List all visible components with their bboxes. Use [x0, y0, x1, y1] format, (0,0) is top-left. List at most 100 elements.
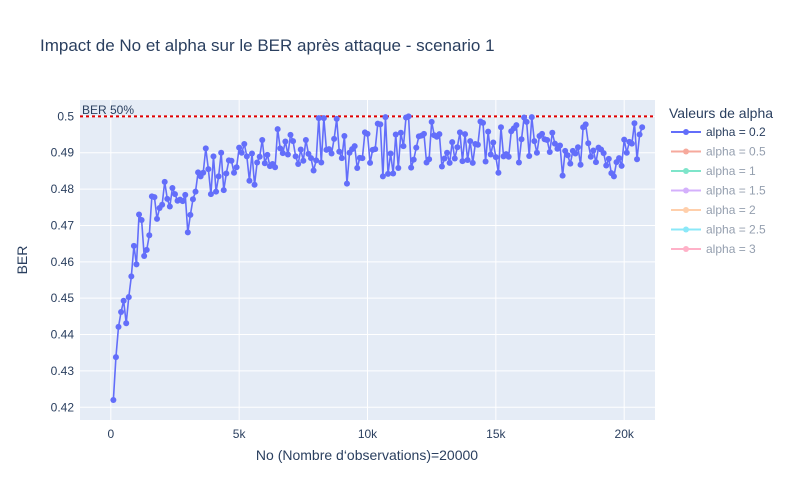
- data-point[interactable]: [164, 195, 171, 202]
- data-point[interactable]: [605, 155, 612, 162]
- data-point[interactable]: [410, 156, 417, 163]
- data-point[interactable]: [123, 320, 130, 327]
- data-point[interactable]: [328, 150, 335, 157]
- data-point[interactable]: [451, 155, 458, 162]
- data-point[interactable]: [367, 159, 374, 166]
- data-point[interactable]: [159, 201, 166, 208]
- data-point[interactable]: [112, 354, 119, 361]
- data-point[interactable]: [254, 159, 261, 166]
- data-point[interactable]: [364, 130, 371, 137]
- data-point[interactable]: [574, 144, 581, 151]
- data-point[interactable]: [143, 246, 150, 253]
- data-point[interactable]: [333, 115, 340, 122]
- data-point[interactable]: [284, 151, 291, 158]
- data-point[interactable]: [564, 152, 571, 159]
- data-point[interactable]: [592, 159, 599, 166]
- legend-item[interactable]: alpha = 1: [671, 164, 756, 178]
- data-point[interactable]: [171, 191, 178, 198]
- data-point[interactable]: [546, 149, 553, 155]
- data-point[interactable]: [125, 294, 132, 301]
- data-point[interactable]: [256, 153, 263, 160]
- data-point[interactable]: [184, 229, 191, 236]
- data-point[interactable]: [497, 124, 504, 131]
- legend-item[interactable]: alpha = 0.5: [671, 145, 766, 159]
- data-point[interactable]: [531, 138, 538, 145]
- data-point[interactable]: [290, 138, 297, 145]
- data-point[interactable]: [282, 138, 289, 145]
- data-point[interactable]: [248, 150, 255, 157]
- data-point[interactable]: [600, 150, 607, 157]
- data-point[interactable]: [354, 165, 361, 171]
- data-point[interactable]: [485, 128, 492, 135]
- data-point[interactable]: [533, 149, 540, 156]
- data-point[interactable]: [310, 167, 317, 174]
- data-point[interactable]: [387, 150, 394, 157]
- data-point[interactable]: [464, 157, 471, 163]
- data-point[interactable]: [264, 151, 271, 158]
- data-point[interactable]: [331, 135, 338, 142]
- data-point[interactable]: [631, 120, 638, 127]
- data-point[interactable]: [577, 161, 584, 168]
- data-point[interactable]: [141, 253, 148, 259]
- data-point[interactable]: [385, 170, 392, 177]
- data-point[interactable]: [272, 164, 279, 171]
- data-point[interactable]: [213, 188, 220, 195]
- data-point[interactable]: [515, 159, 522, 166]
- data-point[interactable]: [413, 144, 420, 151]
- data-point[interactable]: [297, 146, 304, 153]
- data-point[interactable]: [218, 149, 225, 156]
- data-point[interactable]: [313, 157, 320, 164]
- data-point[interactable]: [179, 198, 186, 205]
- data-point[interactable]: [492, 154, 499, 161]
- data-point[interactable]: [400, 143, 407, 150]
- data-point[interactable]: [205, 166, 212, 173]
- data-point[interactable]: [420, 130, 427, 137]
- data-point[interactable]: [426, 156, 433, 163]
- data-point[interactable]: [523, 118, 530, 125]
- data-point[interactable]: [305, 150, 312, 157]
- data-point[interactable]: [207, 191, 214, 198]
- data-point[interactable]: [279, 150, 286, 157]
- data-point[interactable]: [521, 114, 528, 121]
- data-point[interactable]: [587, 153, 594, 160]
- data-point[interactable]: [243, 153, 250, 160]
- data-point[interactable]: [302, 137, 309, 143]
- data-point[interactable]: [551, 140, 558, 147]
- data-point[interactable]: [436, 131, 443, 138]
- legend-item[interactable]: alpha = 0.2: [671, 125, 766, 139]
- data-point[interactable]: [138, 217, 145, 223]
- data-point[interactable]: [110, 397, 117, 403]
- data-point[interactable]: [136, 211, 143, 218]
- data-point[interactable]: [544, 137, 551, 143]
- data-point[interactable]: [474, 141, 481, 148]
- data-point[interactable]: [480, 119, 487, 126]
- data-point[interactable]: [220, 187, 227, 194]
- data-point[interactable]: [359, 155, 366, 162]
- data-point[interactable]: [549, 129, 556, 136]
- data-point[interactable]: [559, 172, 566, 179]
- data-point[interactable]: [277, 145, 284, 152]
- data-point[interactable]: [308, 155, 315, 162]
- data-point[interactable]: [438, 163, 445, 170]
- data-point[interactable]: [603, 162, 610, 169]
- data-point[interactable]: [274, 126, 281, 133]
- legend-item[interactable]: alpha = 3: [671, 242, 756, 256]
- data-point[interactable]: [233, 164, 240, 171]
- data-point[interactable]: [115, 323, 122, 330]
- data-point[interactable]: [639, 124, 646, 131]
- legend-item[interactable]: alpha = 2: [671, 203, 756, 217]
- data-point[interactable]: [169, 185, 176, 191]
- data-point[interactable]: [634, 156, 641, 163]
- data-point[interactable]: [572, 150, 579, 157]
- data-point[interactable]: [616, 155, 623, 162]
- data-point[interactable]: [336, 148, 343, 155]
- data-point[interactable]: [146, 232, 153, 239]
- data-point[interactable]: [618, 162, 625, 169]
- data-point[interactable]: [318, 159, 325, 166]
- data-point[interactable]: [392, 131, 399, 138]
- data-point[interactable]: [200, 169, 207, 176]
- data-point[interactable]: [261, 160, 268, 167]
- data-point[interactable]: [341, 133, 348, 139]
- data-point[interactable]: [449, 139, 456, 146]
- data-point[interactable]: [526, 153, 533, 159]
